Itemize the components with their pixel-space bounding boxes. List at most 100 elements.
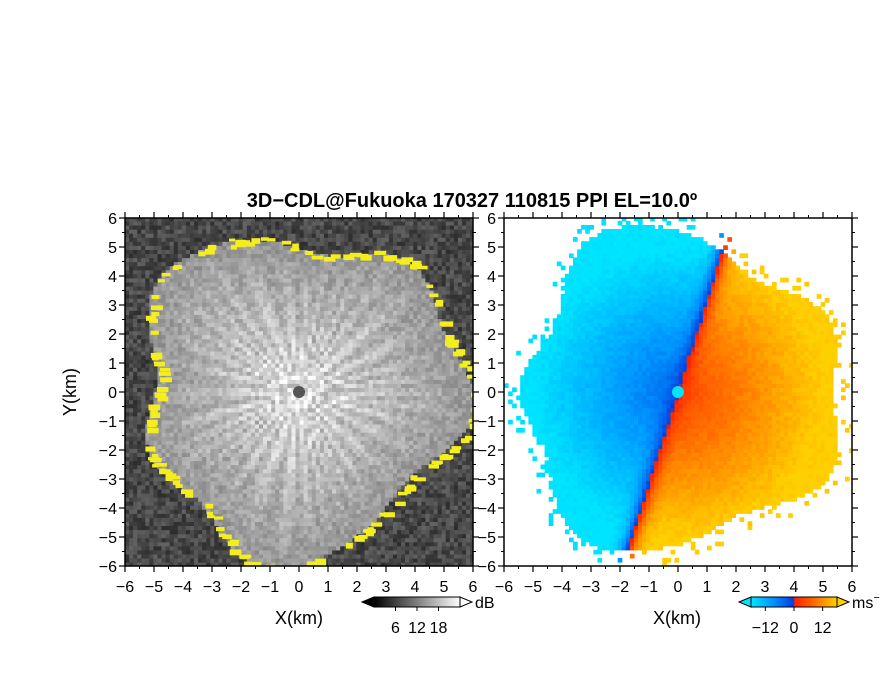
reflectivity-cell <box>453 395 459 401</box>
reflectivity-cell <box>364 525 370 531</box>
reflectivity-cell <box>287 358 293 364</box>
reflectivity-cell <box>315 330 321 336</box>
reflectivity-cell <box>409 497 414 502</box>
reflectivity-cell <box>470 330 473 336</box>
reflectivity-cell <box>449 497 455 502</box>
reflectivity-cell <box>230 354 236 360</box>
reflectivity-cell <box>242 549 248 555</box>
reflectivity-cell <box>453 403 459 409</box>
reflectivity-cell <box>218 387 224 393</box>
reflectivity-cell <box>376 367 382 372</box>
reflectivity-cell <box>372 537 378 543</box>
reflectivity-cell <box>307 452 313 457</box>
reflectivity-cell <box>291 452 297 457</box>
reflectivity-cell <box>348 533 353 539</box>
reflectivity-cell <box>137 521 142 526</box>
reflectivity-cell <box>222 448 228 453</box>
reflectivity-cell <box>376 358 382 364</box>
reflectivity-cell <box>202 468 207 474</box>
reflectivity-cell <box>125 448 130 453</box>
reflectivity-cell <box>340 545 345 551</box>
reflectivity-cell <box>283 375 288 380</box>
reflectivity-cell <box>173 497 179 502</box>
reflectivity-cell <box>254 521 260 526</box>
reflectivity-cell <box>125 363 130 368</box>
reflectivity-cell <box>141 541 146 547</box>
reflectivity-cell <box>202 517 207 522</box>
reflectivity-cell <box>303 472 309 478</box>
reflectivity-cell <box>417 509 422 514</box>
reflectivity-cell <box>161 399 167 405</box>
reflectivity-cell <box>441 375 447 380</box>
reflectivity-cell <box>177 497 183 502</box>
reflectivity-cell <box>287 533 293 539</box>
reflectivity-cell <box>356 428 362 433</box>
reflectivity-cell <box>291 432 297 437</box>
reflectivity-cell <box>254 488 260 494</box>
reflectivity-cell <box>173 521 179 526</box>
reflectivity-cell <box>401 363 406 368</box>
reflectivity-cell <box>393 383 398 388</box>
reflectivity-cell <box>409 375 414 380</box>
reflectivity-cell <box>259 383 264 388</box>
reflectivity-cell <box>275 484 280 490</box>
reflectivity-cell <box>230 371 236 376</box>
reflectivity-cell <box>173 399 179 405</box>
reflectivity-cell <box>181 525 187 531</box>
reflectivity-cell <box>449 460 455 466</box>
reflectivity-cell <box>356 440 362 445</box>
reflectivity-cell <box>356 549 362 555</box>
reflectivity-cell <box>259 480 264 486</box>
reflectivity-cell <box>238 358 244 364</box>
reflectivity-cell <box>173 346 179 352</box>
reflectivity-cell <box>141 407 146 413</box>
reflectivity-cell <box>421 517 427 522</box>
reflectivity-cell <box>364 537 370 543</box>
reflectivity-cell <box>393 497 398 502</box>
reflectivity-cell <box>133 367 138 372</box>
reflectivity-cell <box>254 492 260 498</box>
reflectivity-cell <box>206 371 211 376</box>
reflectivity-cell <box>234 452 240 457</box>
reflectivity-cell <box>181 529 187 535</box>
reflectivity-cell <box>425 399 431 405</box>
reflectivity-cell <box>173 342 179 348</box>
reflectivity-cell <box>291 423 297 429</box>
reflectivity-cell <box>376 407 382 413</box>
reflectivity-cell <box>222 557 228 563</box>
reflectivity-cell <box>323 533 329 539</box>
reflectivity-cell <box>206 541 211 547</box>
reflectivity-cell <box>283 452 288 457</box>
reflectivity-cell <box>356 395 362 401</box>
reflectivity-cell <box>125 561 130 566</box>
reflectivity-cell <box>376 444 382 449</box>
reflectivity-cell <box>409 403 414 409</box>
reflectivity-cell <box>417 387 422 393</box>
reflectivity-cell <box>137 557 142 563</box>
reflectivity-cell <box>190 448 195 453</box>
reflectivity-cell <box>425 387 431 393</box>
reflectivity-cell <box>405 464 410 470</box>
reflectivity-cell <box>401 407 406 413</box>
reflectivity-cell <box>194 342 199 348</box>
reflectivity-cell <box>323 411 329 417</box>
reflectivity-cell <box>376 375 382 380</box>
reflectivity-cell <box>405 509 410 514</box>
reflectivity-cell <box>417 399 422 405</box>
reflectivity-cell <box>311 387 317 393</box>
reflectivity-cell <box>250 423 256 429</box>
reflectivity-cell <box>437 509 443 514</box>
reflectivity-cell <box>218 480 224 486</box>
reflectivity-cell <box>360 521 366 526</box>
reflectivity-cell <box>332 399 337 405</box>
reflectivity-cell <box>267 354 272 360</box>
reflectivity-cell <box>238 521 244 526</box>
reflectivity-cell <box>344 371 349 376</box>
reflectivity-cell <box>291 399 297 405</box>
reflectivity-cell <box>470 529 473 535</box>
reflectivity-cell <box>421 363 427 368</box>
reflectivity-cell <box>242 529 248 535</box>
reflectivity-cell <box>405 387 410 393</box>
reflectivity-cell <box>429 509 435 514</box>
reflectivity-cell <box>348 342 353 348</box>
